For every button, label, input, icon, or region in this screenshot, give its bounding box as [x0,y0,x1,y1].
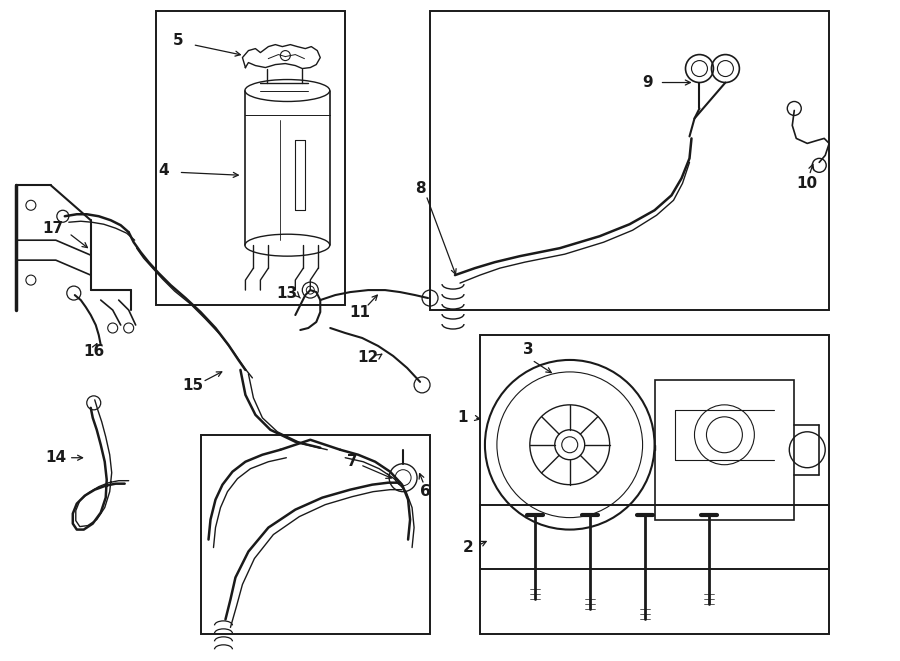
Text: 13: 13 [277,286,298,301]
Text: 11: 11 [350,305,371,319]
Text: 16: 16 [83,344,104,360]
Text: 4: 4 [158,163,169,178]
Text: 2: 2 [463,540,473,555]
Bar [201,435,430,635]
Text: 17: 17 [42,221,63,236]
Text: 12: 12 [357,350,379,366]
Bar [156,11,346,305]
Bar [480,504,829,635]
Text: 6: 6 [419,484,430,499]
Text: 1: 1 [458,410,468,425]
Text: 14: 14 [45,450,67,465]
Text: 10: 10 [796,176,818,191]
Bar [430,11,829,310]
Text: 9: 9 [643,75,652,90]
Bar [480,335,829,570]
Text: 5: 5 [174,33,184,48]
Bar [654,380,795,520]
Text: 7: 7 [346,454,357,469]
Text: 3: 3 [523,342,533,358]
Text: 15: 15 [182,378,203,393]
Text: 8: 8 [415,181,426,196]
